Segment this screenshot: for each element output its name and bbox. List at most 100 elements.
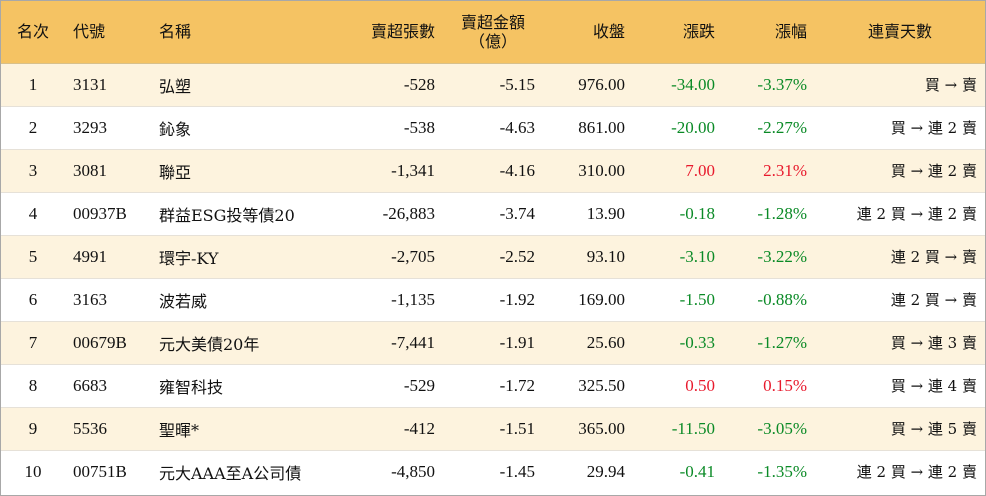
change-pct-cell: -1.28% [723, 192, 815, 236]
net-sell-shares-cell: -1,135 [321, 278, 443, 322]
rank-cell: 10 [24, 461, 42, 481]
header-row: 名次 代號 名稱 賣超張數 賣超金額 （億） 收盤 漲跌 漲幅 連賣天數 [1, 1, 985, 64]
price-change-cell: -0.41 [679, 461, 715, 481]
stock-code-cell: 00937B [65, 192, 145, 236]
sell-streak-cell: 買 → 連 3 賣 [815, 321, 985, 365]
table-row: 3 3081 聯亞 -1,341 -4.16 310.00 7.00 2.31% 買 → 連 2… [1, 149, 985, 193]
close-price-cell: 365.00 [543, 407, 633, 451]
change-pct-cell: 2.31% [723, 149, 815, 193]
stock-name-cell: 聖暉* [145, 407, 321, 451]
change-pct-cell: -3.37% [723, 63, 815, 107]
stock-name-cell: 環宇-KY [145, 235, 321, 279]
price-change-cell: -0.18 [633, 192, 723, 236]
table-row: 6 3163 波若威 -1,135 -1.92 169.00 -1.50 -0.88% 連 2 … [1, 278, 985, 322]
header-net-sell-shares: 賣超張數 [321, 1, 443, 64]
rank-cell: 1 [1, 63, 65, 107]
stock-code-cell: 6683 [65, 364, 145, 408]
net-sell-amount-cell: -4.63 [443, 106, 543, 150]
net-sell-shares-cell: -1,341 [321, 149, 443, 193]
rank-cell: 8 [1, 364, 65, 408]
close-price-cell: 25.60 [543, 321, 633, 365]
stock-code-cell: 3163 [65, 278, 145, 322]
change-pct-cell: -1.35% [757, 461, 807, 481]
net-sell-amount-cell: -3.74 [443, 192, 543, 236]
net-sell-shares-cell: -412 [321, 407, 443, 451]
rank-cell: 4 [1, 192, 65, 236]
table-row: 1 3131 弘塑 -528 -5.15 976.00 -34.00 -3.37% 買 → 賣 [1, 63, 985, 107]
table-row: 8 6683 雍智科技 -529 -1.72 325.50 0.50 0.15% 買 → 連 4… [1, 364, 985, 408]
net-sell-shares-cell: -7,441 [321, 321, 443, 365]
price-change-cell: 7.00 [633, 149, 723, 193]
table-row: 7 00679B 元大美債20年 -7,441 -1.91 25.60 -0.33 -1.27… [1, 321, 985, 365]
close-price-cell: 861.00 [543, 106, 633, 150]
close-price-cell: 169.00 [543, 278, 633, 322]
header-change: 漲跌 [633, 1, 723, 64]
rank-cell: 3 [1, 149, 65, 193]
change-pct-cell: -3.05% [723, 407, 815, 451]
stock-code-cell: 4991 [65, 235, 145, 279]
close-price-cell: 13.90 [543, 192, 633, 236]
header-net-sell-amount-line2: （億） [468, 31, 517, 51]
stock-name-cell: 弘塑 [145, 63, 321, 107]
stock-name-cell: 元大美債20年 [145, 321, 321, 365]
sell-streak-cell: 連 2 買 → 連 2 賣 [856, 463, 977, 482]
price-change-cell: -11.50 [633, 407, 723, 451]
net-sell-amount-cell: -1.72 [443, 364, 543, 408]
table-header: 名次 代號 名稱 賣超張數 賣超金額 （億） 收盤 漲跌 漲幅 連賣天數 [1, 1, 985, 64]
net-sell-shares-cell: -538 [321, 106, 443, 150]
stock-code-cell: 00679B [65, 321, 145, 365]
price-change-cell: 0.50 [633, 364, 723, 408]
header-change-pct: 漲幅 [723, 1, 815, 64]
stock-name-cell: 聯亞 [145, 149, 321, 193]
price-change-cell: -0.33 [633, 321, 723, 365]
rank-cell: 2 [1, 106, 65, 150]
stock-code-cell: 00751B [73, 461, 127, 481]
close-price-cell: 29.94 [586, 461, 625, 481]
sell-streak-cell: 連 2 買 → 連 2 賣 [815, 192, 985, 236]
sell-streak-cell: 連 2 買 → 賣 [815, 235, 985, 279]
stock-name-cell: 元大AAA至A公司債 [159, 463, 302, 483]
net-sell-amount-cell: -1.91 [443, 321, 543, 365]
header-streak: 連賣天數 [815, 1, 985, 64]
sell-streak-cell: 買 → 賣 [815, 63, 985, 107]
table-row: 4 00937B 群益ESG投等債20 -26,883 -3.74 13.90 -0.18-… [1, 192, 985, 236]
header-net-sell-amount: 賣超金額 （億） [443, 1, 543, 64]
price-change-cell: -34.00 [633, 63, 723, 107]
stock-code-cell: 3131 [65, 63, 145, 107]
header-net-sell-amount-line1: 賣超金額 [460, 12, 525, 32]
sell-streak-cell: 連 2 買 → 賣 [815, 278, 985, 322]
sell-streak-cell: 買 → 連 2 賣 [815, 106, 985, 150]
rank-cell: 9 [1, 407, 65, 451]
change-pct-cell: -2.27% [723, 106, 815, 150]
table-row: 10 00751B 元大AAA至A公司債 -4,850 -1.45 29.94 -0.41 -… [1, 450, 985, 493]
net-sell-amount-cell: -5.15 [443, 63, 543, 107]
close-price-cell: 976.00 [543, 63, 633, 107]
change-pct-cell: -0.88% [723, 278, 815, 322]
table-row: 5 4991 環宇-KY -2,705 -2.52 93.10 -3.10 -3.22% 連 2… [1, 235, 985, 279]
stock-name-cell: 群益ESG投等債20 [145, 192, 321, 236]
rank-cell: 7 [1, 321, 65, 365]
header-rank: 名次 [1, 1, 65, 64]
close-price-cell: 310.00 [543, 149, 633, 193]
price-change-cell: -1.50 [633, 278, 723, 322]
change-pct-cell: -1.27% [723, 321, 815, 365]
net-sell-shares-cell: -528 [321, 63, 443, 107]
stock-name-cell: 雍智科技 [145, 364, 321, 408]
net-sell-shares-cell: -529 [321, 364, 443, 408]
close-price-cell: 325.50 [543, 364, 633, 408]
stock-name-cell: 波若威 [145, 278, 321, 322]
price-change-cell: -20.00 [633, 106, 723, 150]
net-sell-shares-cell: -4,850 [391, 461, 435, 481]
rank-cell: 5 [1, 235, 65, 279]
sell-streak-cell: 買 → 連 5 賣 [815, 407, 985, 451]
sell-streak-cell: 買 → 連 4 賣 [815, 364, 985, 408]
stock-code-cell: 3293 [65, 106, 145, 150]
header-code: 代號 [65, 1, 145, 64]
header-name: 名稱 [145, 1, 321, 64]
net-sell-amount-cell: -1.51 [443, 407, 543, 451]
stock-name-cell: 鈊象 [145, 106, 321, 150]
net-sell-shares-cell: -26,883 [321, 192, 443, 236]
header-close: 收盤 [543, 1, 633, 64]
